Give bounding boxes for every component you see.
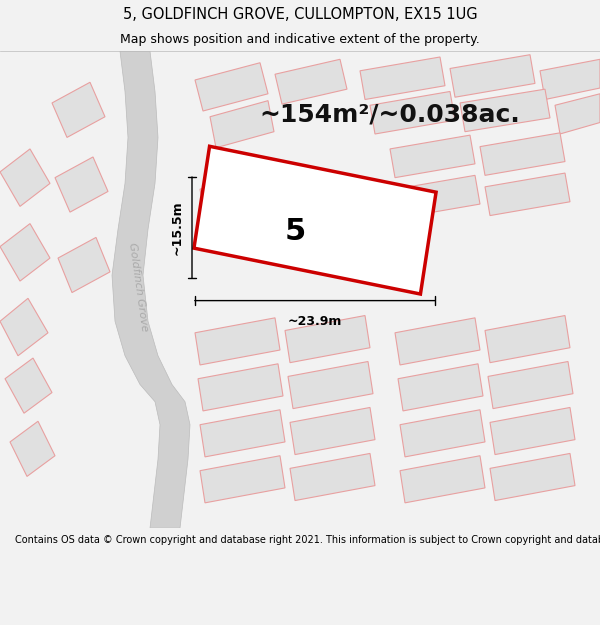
Polygon shape	[395, 176, 480, 218]
Polygon shape	[210, 101, 274, 148]
Polygon shape	[400, 410, 485, 457]
Polygon shape	[10, 421, 55, 476]
Polygon shape	[480, 133, 565, 176]
Text: Goldfinch Grove: Goldfinch Grove	[127, 242, 149, 332]
Text: Contains OS data © Crown copyright and database right 2021. This information is : Contains OS data © Crown copyright and d…	[15, 535, 600, 545]
Polygon shape	[195, 318, 280, 365]
Polygon shape	[290, 408, 375, 454]
Polygon shape	[0, 149, 50, 206]
Polygon shape	[490, 453, 575, 501]
Polygon shape	[395, 318, 480, 365]
Text: 5: 5	[284, 217, 305, 246]
Polygon shape	[290, 453, 375, 501]
Polygon shape	[460, 89, 550, 132]
Polygon shape	[450, 55, 535, 98]
Polygon shape	[285, 316, 370, 362]
Polygon shape	[0, 224, 50, 281]
Polygon shape	[200, 174, 274, 224]
Text: 5, GOLDFINCH GROVE, CULLOMPTON, EX15 1UG: 5, GOLDFINCH GROVE, CULLOMPTON, EX15 1UG	[122, 7, 478, 22]
Text: ~15.5m: ~15.5m	[170, 201, 184, 255]
Polygon shape	[288, 361, 373, 409]
Polygon shape	[360, 57, 445, 99]
Polygon shape	[490, 408, 575, 454]
Polygon shape	[200, 456, 285, 503]
Polygon shape	[5, 358, 52, 413]
Polygon shape	[398, 364, 483, 411]
Polygon shape	[390, 135, 475, 178]
Text: ~23.9m: ~23.9m	[288, 315, 342, 328]
Polygon shape	[275, 59, 347, 104]
Polygon shape	[400, 456, 485, 503]
Polygon shape	[540, 59, 600, 99]
Polygon shape	[0, 298, 48, 356]
Polygon shape	[485, 316, 570, 362]
Polygon shape	[55, 157, 108, 212]
Polygon shape	[200, 410, 285, 457]
Polygon shape	[194, 146, 436, 294]
Polygon shape	[198, 364, 283, 411]
Text: ~154m²/~0.038ac.: ~154m²/~0.038ac.	[260, 102, 520, 126]
Polygon shape	[58, 238, 110, 292]
Polygon shape	[488, 361, 573, 409]
Polygon shape	[112, 51, 190, 528]
Polygon shape	[485, 173, 570, 216]
Text: Map shows position and indicative extent of the property.: Map shows position and indicative extent…	[120, 34, 480, 46]
Polygon shape	[195, 62, 268, 111]
Polygon shape	[370, 91, 455, 134]
Polygon shape	[52, 82, 105, 138]
Polygon shape	[555, 94, 600, 134]
